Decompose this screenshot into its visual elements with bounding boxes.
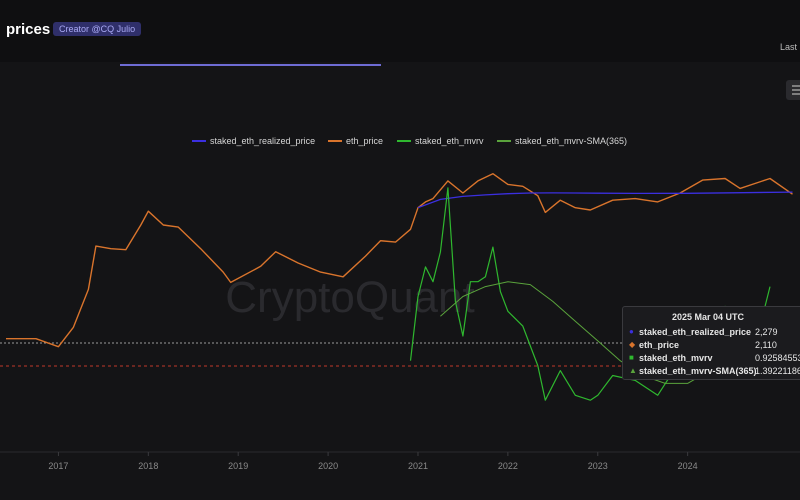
legend-label: eth_price [346,136,383,146]
legend-label: staked_eth_mvrv [415,136,484,146]
tooltip-row-mvrv: ■ staked_eth_mvrv 0.9258455376 [629,353,800,365]
x-tick-label: 2021 [408,461,428,471]
tooltip-row-mvrv-sma: ▲ staked_eth_mvrv-SMA(365) 1.39221186 [629,366,800,378]
tooltip-series-value: 2,279 [755,327,778,337]
x-tick-label: 2022 [498,461,518,471]
chart-tooltip: 2025 Mar 04 UTC ● staked_eth_realized_pr… [622,306,800,380]
x-tick-label: 2024 [678,461,698,471]
tooltip-series-value: 1.39221186 [755,366,800,376]
legend-label: staked_eth_realized_price [210,136,315,146]
page-title: prices [6,21,51,38]
x-tick-label: 2017 [48,461,68,471]
tooltip-series-value: 2,110 [755,340,777,350]
x-tick-label: 2020 [318,461,338,471]
x-tick-label: 2018 [138,461,158,471]
legend-item[interactable]: staked_eth_realized_price [192,136,315,146]
tooltip-row-eth-price: ◆ eth_price 2,110 [629,340,800,352]
legend-item[interactable]: staked_eth_mvrv-SMA(365) [497,136,627,146]
watermark-logo: CryptoQuant [225,273,474,322]
tooltip-series-name: staked_eth_mvrv [639,353,713,363]
tooltip-series-name: staked_eth_realized_price [639,327,752,337]
chart-menu-button[interactable] [786,80,800,100]
x-tick-label: 2019 [228,461,248,471]
last-updated-label: Last n [780,42,800,52]
tooltip-row-realized-price: ● staked_eth_realized_price 2,279 [629,327,800,339]
legend-label: staked_eth_mvrv-SMA(365) [515,136,627,146]
legend-item[interactable]: staked_eth_mvrv [397,136,484,146]
circle-marker-icon: ● [629,327,634,336]
tooltip-series-name: eth_price [639,340,680,350]
triangle-marker-icon: ▲ [629,366,637,375]
series-line-staked-eth-realized-price [417,191,793,209]
tooltip-series-value: 0.9258455376 [755,353,800,363]
square-marker-icon: ■ [629,353,634,362]
hamburger-icon [792,85,800,95]
x-tick-label: 2023 [588,461,608,471]
header-bar: prices Creator @CQ Julio Last n [0,0,800,62]
diamond-marker-icon: ◆ [629,340,636,349]
creator-badge[interactable]: Creator @CQ Julio [53,22,142,36]
tooltip-date: 2025 Mar 04 UTC [671,312,745,322]
legend-item[interactable]: eth_price [328,136,383,146]
tooltip-series-name: staked_eth_mvrv-SMA(365) [639,366,757,376]
series-line-eth-price [6,173,793,348]
active-tab-indicator [120,64,381,66]
